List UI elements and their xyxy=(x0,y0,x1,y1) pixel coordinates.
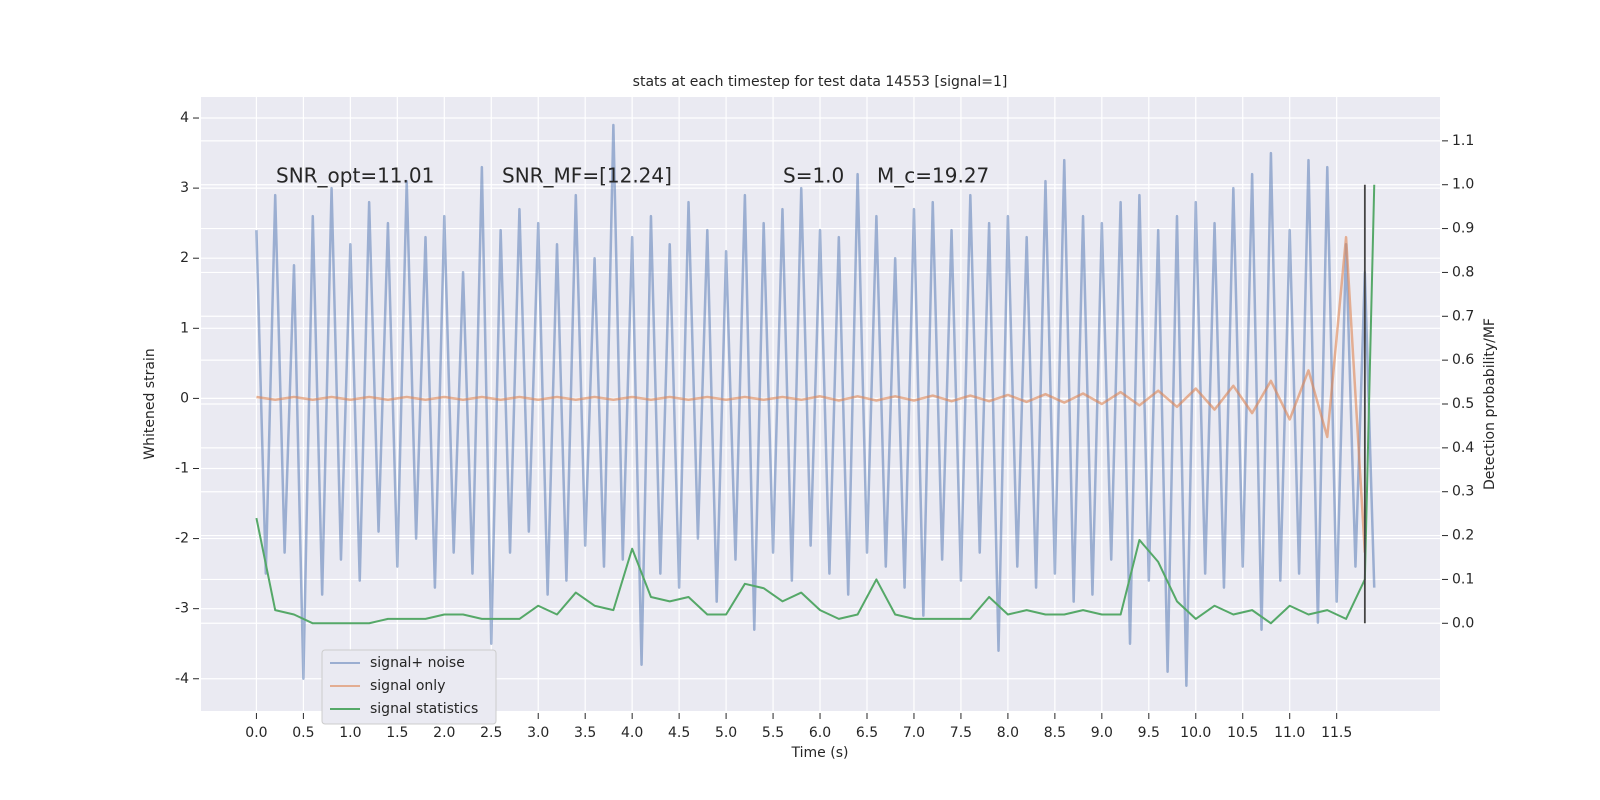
x-tick-label: 5.5 xyxy=(762,725,784,741)
y2-tick-label: 0.4 xyxy=(1452,440,1474,456)
annotation: M_c=19.27 xyxy=(877,164,989,188)
y-axis-label: Whitened strain xyxy=(142,348,158,459)
y2-axis-label: Detection probability/MF xyxy=(1482,318,1498,490)
x-tick-label: 10.0 xyxy=(1180,725,1211,741)
chart-title: stats at each timestep for test data 145… xyxy=(633,74,1008,90)
legend: signal+ noise signal only signal statistic… xyxy=(321,649,497,725)
x-tick-label: 2.0 xyxy=(433,725,455,741)
series-line xyxy=(255,123,1376,688)
x-tick-label: 11.0 xyxy=(1274,725,1305,741)
y-tick-label: 2 xyxy=(180,250,189,266)
series-line xyxy=(256,235,1367,553)
x-tick-label: 0.0 xyxy=(245,725,267,741)
x-tick-label: 4.0 xyxy=(621,725,643,741)
y2-tick-label: 0.5 xyxy=(1452,396,1474,412)
legend-label: signal statistics xyxy=(370,701,478,717)
y-tick-label: 0 xyxy=(180,390,189,406)
legend-label: signal+ noise xyxy=(370,655,465,671)
x-tick-label: 0.5 xyxy=(292,725,314,741)
y-tick-label: 4 xyxy=(180,110,189,126)
x-tick-label: 11.5 xyxy=(1321,725,1352,741)
x-tick-label: 8.5 xyxy=(1044,725,1066,741)
y2-tick-label: 0.9 xyxy=(1452,221,1474,237)
y-tick-label: -4 xyxy=(175,671,189,687)
y2-tick-label: 0.3 xyxy=(1452,484,1474,500)
x-tick-label: 8.0 xyxy=(997,725,1019,741)
x-tick-label: 7.0 xyxy=(903,725,925,741)
y-tick-label: -3 xyxy=(175,601,189,617)
y2-tick-label: 0.7 xyxy=(1452,308,1474,324)
x-tick-label: 6.5 xyxy=(856,725,878,741)
y2-tick-label: 1.1 xyxy=(1452,133,1474,149)
y2-tick-label: 0.6 xyxy=(1452,352,1474,368)
y2-tick-label: 0.2 xyxy=(1452,528,1474,544)
legend-label: signal only xyxy=(370,678,445,694)
y-tick-label: 3 xyxy=(180,180,189,196)
annotation: SNR_MF=[12.24] xyxy=(502,164,672,188)
x-axis-label: Time (s) xyxy=(791,745,849,761)
x-tick-label: 5.0 xyxy=(715,725,737,741)
y-tick-label: 1 xyxy=(180,320,189,336)
y2-tick-label: 1.0 xyxy=(1452,177,1474,193)
y-tick-label: -1 xyxy=(175,460,189,476)
x-tick-label: 6.0 xyxy=(809,725,831,741)
x-tick-label: 1.0 xyxy=(339,725,361,741)
series-line xyxy=(255,184,1376,625)
x-tick-label: 4.5 xyxy=(668,725,690,741)
y2-tick-label: 0.0 xyxy=(1452,615,1474,631)
x-tick-label: 3.5 xyxy=(574,725,596,741)
x-tick-label: 9.0 xyxy=(1091,725,1113,741)
x-tick-label: 3.0 xyxy=(527,725,549,741)
y-tick-label: -2 xyxy=(175,531,189,547)
x-tick-label: 2.5 xyxy=(480,725,502,741)
annotation: S=1.0 xyxy=(783,164,844,188)
x-tick-label: 7.5 xyxy=(950,725,972,741)
y2-tick-label: 0.1 xyxy=(1452,571,1474,587)
annotation: SNR_opt=11.01 xyxy=(276,164,434,188)
x-tick-label: 9.5 xyxy=(1138,725,1160,741)
legend-box xyxy=(321,649,497,725)
x-tick-label: 10.5 xyxy=(1227,725,1258,741)
y2-tick-label: 0.8 xyxy=(1452,264,1474,280)
x-tick-label: 1.5 xyxy=(386,725,408,741)
